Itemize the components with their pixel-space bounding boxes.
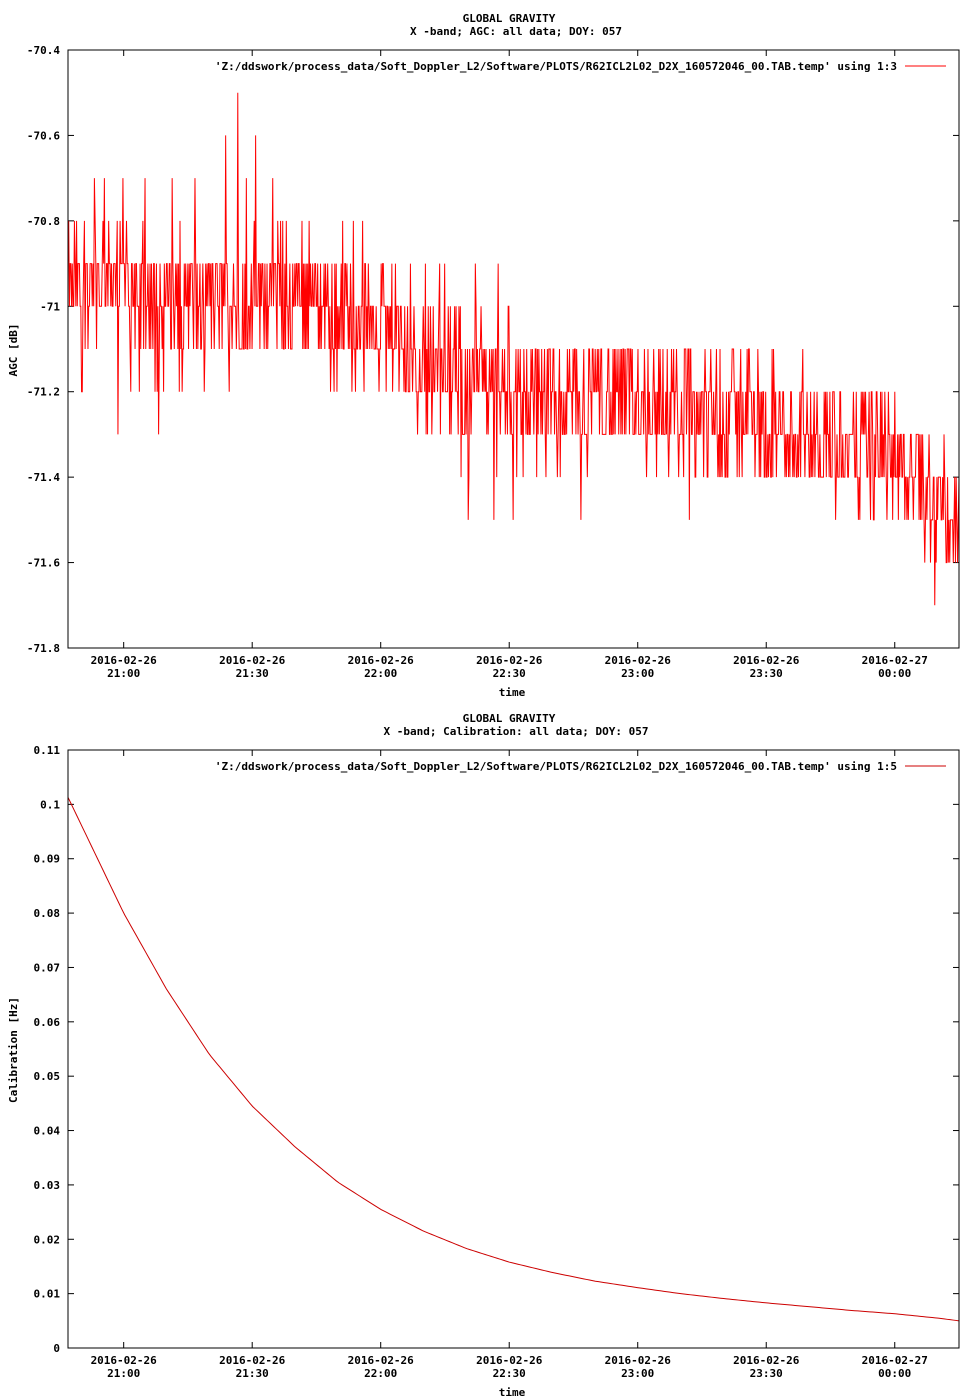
x-tick-time-label: 21:30 <box>236 1367 269 1380</box>
y-tick-label: 0.06 <box>34 1016 61 1029</box>
y-tick-label: -71.4 <box>27 471 60 484</box>
calibration-chart-xlabel: time <box>499 1386 526 1399</box>
x-tick-time-label: 00:00 <box>878 667 911 680</box>
calibration-chart-y-ticks: 0.11 0.1 0.09 0.08 0.07 0.06 0.05 0.04 0.03 0.02 0… <box>34 744 959 1355</box>
x-tick-time-label: 22:30 <box>493 667 526 680</box>
calibration-legend-label: 'Z:/ddswork/process_data/Soft_Doppler_L2… <box>215 760 897 773</box>
x-tick-time-label: 21:30 <box>236 667 269 680</box>
x-tick-time-label: 23:30 <box>750 1367 783 1380</box>
agc-chart: GLOBAL GRAVITY X -band; AGC: all data; D… <box>7 12 960 699</box>
y-tick-label: 0.04 <box>34 1125 61 1138</box>
y-tick-label: 0.1 <box>40 798 60 811</box>
y-tick-label: -71.6 <box>27 557 60 570</box>
x-tick-time-label: 21:00 <box>107 667 140 680</box>
x-tick-time-label: 22:30 <box>493 1367 526 1380</box>
agc-chart-y-ticks: -70.4 -70.6 -70.8 -71 -71.2 -71.4 -71.6 -71.8 <box>27 44 959 655</box>
x-tick-date-label: 2016-02-26 <box>476 1354 543 1367</box>
x-tick-time-label: 23:00 <box>621 1367 654 1380</box>
agc-chart-x-ticks: 2016-02-2621:002016-02-2621:302016-02-26… <box>91 50 928 680</box>
calibration-chart: GLOBAL GRAVITY X -band; Calibration: all… <box>7 712 960 1399</box>
y-tick-label: 0.02 <box>34 1233 61 1246</box>
x-tick-date-label: 2016-02-26 <box>219 1354 286 1367</box>
y-tick-label: -71 <box>40 300 60 313</box>
y-tick-label: 0.09 <box>34 853 61 866</box>
agc-chart-frame <box>67 49 960 649</box>
calibration-chart-legend: 'Z:/ddswork/process_data/Soft_Doppler_L2… <box>215 760 946 773</box>
x-tick-date-label: 2016-02-26 <box>91 654 158 667</box>
y-tick-label: 0.07 <box>34 961 61 974</box>
x-tick-date-label: 2016-02-26 <box>91 1354 158 1367</box>
y-tick-label: 0.05 <box>34 1070 61 1083</box>
calibration-chart-x-ticks: 2016-02-2621:002016-02-2621:302016-02-26… <box>91 750 928 1380</box>
x-tick-date-label: 2016-02-26 <box>348 1354 415 1367</box>
agc-series-line <box>67 92 960 606</box>
y-tick-label: 0.03 <box>34 1179 61 1192</box>
x-tick-date-label: 2016-02-26 <box>219 654 286 667</box>
x-tick-date-label: 2016-02-26 <box>733 654 800 667</box>
x-tick-date-label: 2016-02-26 <box>476 654 543 667</box>
agc-chart-subtitle: X -band; AGC: all data; DOY: 057 <box>410 25 622 38</box>
calibration-chart-title: GLOBAL GRAVITY <box>463 712 556 725</box>
y-tick-label: 0.11 <box>34 744 61 757</box>
x-tick-time-label: 21:00 <box>107 1367 140 1380</box>
x-tick-time-label: 00:00 <box>878 1367 911 1380</box>
x-tick-date-label: 2016-02-26 <box>605 654 672 667</box>
agc-chart-ylabel: AGC [dB] <box>7 324 20 377</box>
calibration-chart-ylabel: Calibration [Hz] <box>7 997 20 1103</box>
x-tick-time-label: 22:00 <box>364 1367 397 1380</box>
x-tick-time-label: 23:00 <box>621 667 654 680</box>
agc-chart-title: GLOBAL GRAVITY <box>463 12 556 25</box>
x-tick-date-label: 2016-02-26 <box>733 1354 800 1367</box>
x-tick-time-label: 23:30 <box>750 667 783 680</box>
y-tick-label: -71.8 <box>27 642 60 655</box>
calibration-chart-subtitle: X -band; Calibration: all data; DOY: 057 <box>384 725 649 738</box>
y-tick-label: 0.08 <box>34 907 61 920</box>
y-tick-label: -70.4 <box>27 44 60 57</box>
y-tick-label: 0 <box>53 1342 60 1355</box>
agc-legend-label: 'Z:/ddswork/process_data/Soft_Doppler_L2… <box>215 60 897 73</box>
y-tick-label: -70.6 <box>27 129 60 142</box>
x-tick-date-label: 2016-02-26 <box>605 1354 672 1367</box>
agc-chart-legend: 'Z:/ddswork/process_data/Soft_Doppler_L2… <box>215 60 946 73</box>
y-tick-label: -71.2 <box>27 386 60 399</box>
calibration-series-line <box>67 797 960 1322</box>
x-tick-date-label: 2016-02-26 <box>348 654 415 667</box>
x-tick-date-label: 2016-02-27 <box>862 1354 928 1367</box>
x-tick-time-label: 22:00 <box>364 667 397 680</box>
x-tick-date-label: 2016-02-27 <box>862 654 928 667</box>
y-tick-label: -70.8 <box>27 215 60 228</box>
agc-chart-xlabel: time <box>499 686 526 699</box>
y-tick-label: 0.01 <box>34 1288 61 1301</box>
calibration-chart-frame <box>67 749 960 1349</box>
